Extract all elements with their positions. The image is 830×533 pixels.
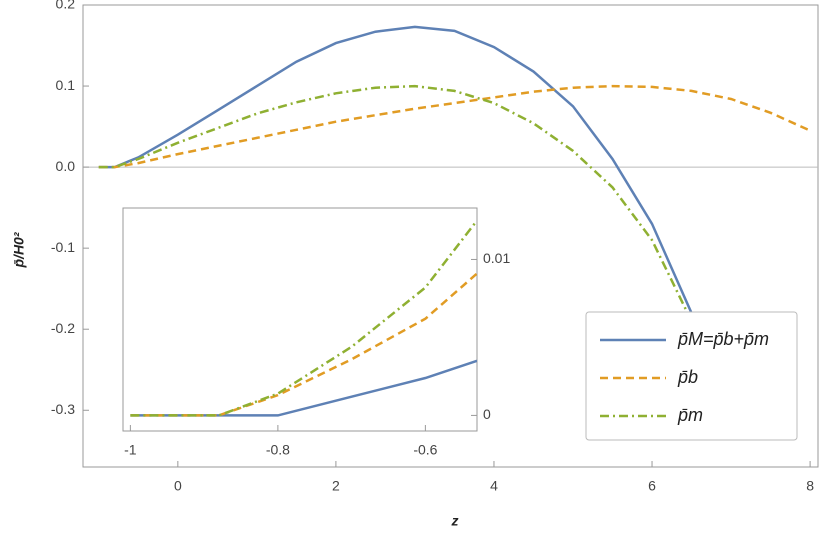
inset-frame bbox=[122, 207, 478, 432]
x-tick-label: 4 bbox=[490, 478, 498, 494]
legend-label: p̄M=p̄b+p̄m bbox=[677, 329, 769, 349]
y-tick-label: -0.1 bbox=[51, 239, 75, 255]
series-line bbox=[98, 84, 811, 169]
x-tick-label: 2 bbox=[332, 478, 340, 494]
y-tick-label: 0 bbox=[483, 406, 491, 422]
y-tick-label: 0.01 bbox=[483, 250, 510, 266]
x-tick-label: -0.8 bbox=[266, 442, 290, 458]
y-axis-label: p̄/H0² bbox=[11, 232, 27, 268]
x-tick-label: 8 bbox=[806, 478, 814, 494]
y-tick-label: 0.1 bbox=[56, 77, 76, 93]
x-tick-label: 6 bbox=[648, 478, 656, 494]
series-group bbox=[98, 25, 811, 419]
y-tick-label: -0.3 bbox=[51, 401, 75, 417]
x-axis-label: z bbox=[451, 513, 459, 529]
series-line bbox=[98, 25, 733, 419]
x-tick-label: -1 bbox=[124, 442, 137, 458]
x-tick-label: 0 bbox=[174, 478, 182, 494]
legend-box bbox=[585, 311, 798, 441]
y-tick-label: 0.2 bbox=[56, 0, 76, 12]
series-line bbox=[130, 272, 477, 417]
series-group bbox=[130, 219, 477, 417]
y-tick-label: 0.0 bbox=[56, 158, 76, 174]
y-tick-label: -0.2 bbox=[51, 320, 75, 336]
legend-label: p̄b bbox=[677, 367, 698, 387]
legend-label: p̄m bbox=[677, 405, 703, 425]
x-tick-label: -0.6 bbox=[413, 442, 437, 458]
series-line bbox=[130, 359, 477, 417]
series-line bbox=[98, 84, 693, 322]
